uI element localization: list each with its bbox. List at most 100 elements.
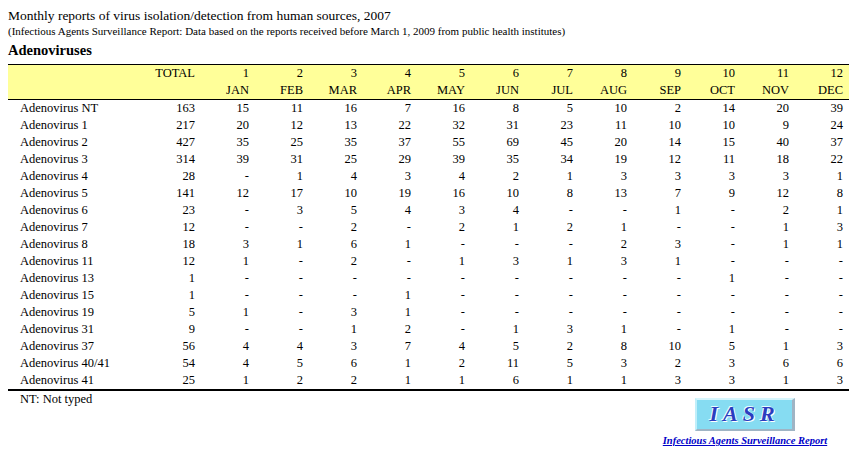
total-value-cell: 314 <box>145 151 201 168</box>
month-value-cell: 12 <box>201 185 255 202</box>
month-value-cell: 5 <box>525 100 579 118</box>
month-value-cell: 3 <box>579 168 633 185</box>
month-value-cell: 1 <box>363 236 417 253</box>
month-value-cell: 3 <box>363 168 417 185</box>
month-value-cell: 2 <box>417 355 471 372</box>
month-value-cell: 1 <box>201 304 255 321</box>
month-value-cell: 3 <box>579 253 633 270</box>
month-value-cell: 4 <box>417 338 471 355</box>
table-body: Adenovirus NT16315111671685102142039Aden… <box>8 100 849 391</box>
month-value-cell: 2 <box>525 338 579 355</box>
month-value-cell: - <box>471 304 525 321</box>
header-cell-month-name: SEP <box>633 82 687 100</box>
month-value-cell: 10 <box>687 117 741 134</box>
month-value-cell: 20 <box>201 117 255 134</box>
month-value-cell: 6 <box>309 355 363 372</box>
virus-name-cell: Adenovirus 11 <box>8 253 145 270</box>
total-value-cell: 28 <box>145 168 201 185</box>
header-cell-month-name: AUG <box>579 82 633 100</box>
month-value-cell: 14 <box>687 100 741 118</box>
month-value-cell: - <box>795 253 849 270</box>
month-value-cell: 1 <box>201 253 255 270</box>
month-value-cell: 8 <box>579 338 633 355</box>
section-title: Adenoviruses <box>8 42 849 59</box>
month-value-cell: - <box>255 287 309 304</box>
month-value-cell: 1 <box>795 168 849 185</box>
month-value-cell: 11 <box>471 355 525 372</box>
month-value-cell: - <box>579 270 633 287</box>
virus-name-cell: Adenovirus 4 <box>8 168 145 185</box>
virus-name-cell: Adenovirus 31 <box>8 321 145 338</box>
month-value-cell: 37 <box>795 134 849 151</box>
month-value-cell: 23 <box>525 117 579 134</box>
iasr-logo-box[interactable]: IASR <box>695 398 794 431</box>
month-value-cell: 4 <box>471 202 525 219</box>
virus-name-cell: Adenovirus 3 <box>8 151 145 168</box>
month-value-cell: 25 <box>309 151 363 168</box>
header-cell-month-number: 1 <box>201 65 255 83</box>
month-value-cell: 2 <box>633 355 687 372</box>
month-value-cell: 4 <box>201 355 255 372</box>
month-value-cell: 1 <box>795 236 849 253</box>
month-value-cell: - <box>201 287 255 304</box>
total-value-cell: 141 <box>145 185 201 202</box>
virus-name-cell: Adenovirus 1 <box>8 117 145 134</box>
virus-name-cell: Adenovirus 41 <box>8 372 145 390</box>
month-value-cell: 5 <box>687 338 741 355</box>
month-value-cell: 16 <box>417 100 471 118</box>
total-value-cell: 54 <box>145 355 201 372</box>
month-value-cell: 4 <box>417 168 471 185</box>
month-value-cell: 10 <box>633 117 687 134</box>
month-value-cell: 2 <box>579 236 633 253</box>
month-value-cell: 55 <box>417 134 471 151</box>
header-row-months: JANFEBMARAPRMAYJUNJULAUGSEPOCTNOVDEC <box>8 82 849 100</box>
month-value-cell: 7 <box>363 100 417 118</box>
month-value-cell: 2 <box>471 168 525 185</box>
month-value-cell: 16 <box>417 185 471 202</box>
month-value-cell: - <box>255 253 309 270</box>
month-value-cell: 37 <box>363 134 417 151</box>
month-value-cell: - <box>201 168 255 185</box>
month-value-cell: 3 <box>309 304 363 321</box>
month-value-cell: 39 <box>417 151 471 168</box>
month-value-cell: 39 <box>201 151 255 168</box>
month-value-cell: - <box>633 287 687 304</box>
month-value-cell: 1 <box>741 219 795 236</box>
header-cell-month-number: 9 <box>633 65 687 83</box>
month-value-cell: 25 <box>255 134 309 151</box>
month-value-cell: - <box>633 304 687 321</box>
month-value-cell: 3 <box>525 321 579 338</box>
header-cell-month-number: 12 <box>795 65 849 83</box>
table-row: Adenovirus 319--12-131-1-- <box>8 321 849 338</box>
month-value-cell: 35 <box>201 134 255 151</box>
total-value-cell: 23 <box>145 202 201 219</box>
table-row: Adenovirus 3314393125293935341912111822 <box>8 151 849 168</box>
month-value-cell: - <box>309 270 363 287</box>
virus-name-cell: Adenovirus 19 <box>8 304 145 321</box>
month-value-cell: 1 <box>579 219 633 236</box>
month-value-cell: - <box>741 270 795 287</box>
table-row: Adenovirus 37564437452810513 <box>8 338 849 355</box>
month-value-cell: - <box>741 253 795 270</box>
month-value-cell: - <box>417 304 471 321</box>
table-row: Adenovirus 712--2-2121--13 <box>8 219 849 236</box>
month-value-cell: 8 <box>795 185 849 202</box>
total-value-cell: 12 <box>145 253 201 270</box>
total-value-cell: 1 <box>145 270 201 287</box>
month-value-cell: 1 <box>633 253 687 270</box>
month-value-cell: 4 <box>363 202 417 219</box>
iasr-logo-caption-link[interactable]: Infectious Agents Surveillance Report <box>650 435 840 446</box>
header-cell-month-number: 2 <box>255 65 309 83</box>
month-value-cell: - <box>687 219 741 236</box>
month-value-cell: 1 <box>687 270 741 287</box>
month-value-cell: - <box>795 270 849 287</box>
table-row: Adenovirus 11121-2-13131--- <box>8 253 849 270</box>
month-value-cell: - <box>363 270 417 287</box>
month-value-cell: - <box>309 287 363 304</box>
virus-name-cell: Adenovirus 6 <box>8 202 145 219</box>
table-row: Adenovirus 514112171019161081379128 <box>8 185 849 202</box>
table-row: Adenovirus 8183161---23-11 <box>8 236 849 253</box>
month-value-cell: - <box>741 287 795 304</box>
header-cell-month-number: 5 <box>417 65 471 83</box>
month-value-cell: - <box>687 202 741 219</box>
